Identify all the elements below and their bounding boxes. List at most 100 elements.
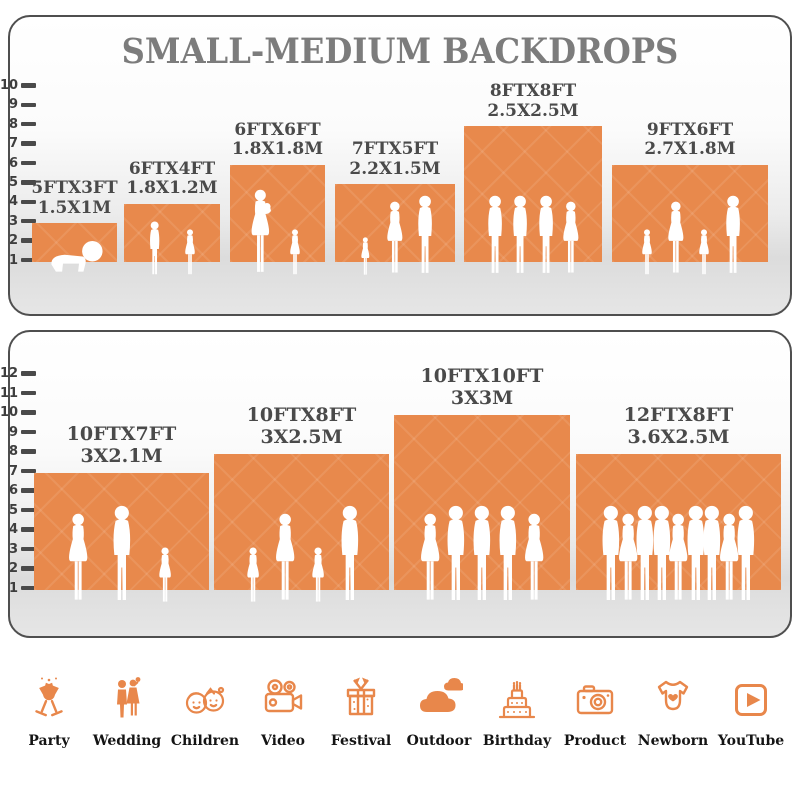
baby-crawl-silhouette: [39, 237, 110, 277]
category-label: Birthday: [482, 733, 552, 749]
man-silhouette: [408, 195, 442, 277]
backdrop-9ftx6ft: 9FTX6FT 2.7X1.8M: [612, 120, 768, 275]
tick-label: 7: [8, 463, 18, 479]
festival-icon: [337, 676, 385, 724]
size-ft-text: 10FTX7FT: [66, 423, 177, 446]
woman-silhouette: [710, 513, 748, 605]
tick-label: 1: [8, 252, 18, 268]
toddler-silhouette: [357, 237, 374, 277]
backdrop-size-label: 7FTX5FT 2.2X1.5M: [349, 140, 440, 179]
backdrop-size-label: 9FTX6FT 2.7X1.8M: [644, 120, 735, 160]
ruler-tick-6: 6: [0, 155, 36, 171]
backdrop-size-label: 6FTX6FT 1.8X1.8M: [232, 120, 323, 160]
girl-silhouette: [306, 547, 330, 605]
tick-label: 12: [0, 366, 19, 381]
tick-dash: [21, 121, 36, 127]
ruler-tick-9: 9: [0, 97, 36, 113]
party-icon: [25, 676, 73, 724]
tick-label: 2: [8, 561, 18, 576]
tick-dash: [21, 527, 36, 532]
tick-label: 8: [8, 444, 18, 459]
category-label: Newborn: [637, 733, 709, 749]
backdrop-size-label: 10FTX10FT 3X3M: [421, 365, 544, 410]
category-label: Video: [261, 733, 305, 749]
product-icon: [571, 676, 619, 724]
ruler-tick-1: 1: [0, 252, 36, 268]
video-icon: [259, 676, 307, 724]
backdrop-6ftx4ft: 6FTX4FT 1.8X1.2M: [124, 159, 220, 275]
tick-dash: [21, 390, 36, 396]
tick-label: 6: [8, 483, 18, 498]
tick-dash: [21, 566, 36, 571]
small-medium-panel: SMALL-MEDIUM BACKDROPS 1 2 3 4 5 6 7 8 9 10 5FTX3…: [0, 15, 792, 316]
size-m-text: 3X2.1M: [80, 445, 163, 468]
man-silhouette: [691, 505, 733, 605]
backdrop-size-label: 10FTX8FT 3X2.5M: [247, 404, 357, 449]
category-outdoor: Outdoor: [402, 662, 476, 749]
man-silhouette: [478, 195, 512, 277]
backdrop-10ftx10ft: 10FTX10FT 3X3M: [394, 365, 570, 600]
category-video: Video: [246, 662, 320, 749]
category-wedding: Wedding: [90, 662, 164, 749]
ruler-tick-2: 2: [0, 561, 36, 577]
silhouette-group: [230, 165, 325, 275]
backdrop-6ftx6ft: 6FTX6FT 1.8X1.8M: [230, 120, 325, 275]
tick-dash: [21, 410, 36, 415]
category-row: Party Wedding Children Video Festival Outdoor…: [12, 662, 788, 749]
category-birthday: Birthday: [480, 662, 554, 749]
tick-label: 10: [0, 405, 19, 420]
man-silhouette: [590, 505, 632, 605]
backdrop-8ftx8ft: 8FTX8FT 2.5X2.5M: [464, 82, 602, 273]
category-party: Party: [12, 662, 86, 749]
man-silhouette: [725, 505, 767, 605]
silhouette-group: [394, 415, 570, 600]
ruler-tick-8: 8: [0, 444, 36, 460]
tick-dash: [21, 507, 36, 513]
woman-silhouette: [515, 513, 553, 605]
tick-label: 4: [8, 522, 18, 537]
ruler-tick-11: 11: [0, 385, 36, 401]
tick-label: 6: [8, 155, 18, 171]
man-silhouette: [329, 505, 371, 605]
silhouette-group: [464, 126, 602, 273]
backdrop-10ftx7ft: 10FTX7FT 3X2.1M: [34, 423, 209, 602]
tick-dash: [21, 83, 36, 88]
silhouette-group: [612, 165, 768, 275]
man-silhouette: [503, 195, 537, 277]
tick-label: 8: [8, 116, 18, 132]
outdoor-icon: [415, 676, 463, 724]
tick-label: 7: [8, 136, 18, 152]
tick-label: 10: [0, 77, 19, 93]
ruler-tick-5: 5: [0, 502, 36, 518]
tick-dash: [21, 218, 36, 224]
ruler-tick-4: 4: [0, 194, 36, 210]
category-product: Product: [558, 662, 632, 749]
man-silhouette: [624, 505, 666, 605]
ruler-tick-10: 10: [0, 405, 36, 421]
girl-silhouette: [694, 229, 714, 277]
man-silhouette: [716, 195, 750, 277]
category-label: Festival: [330, 733, 392, 749]
woman-silhouette: [59, 513, 97, 605]
size-m-text: 2.2X1.5M: [349, 158, 441, 179]
size-m-text: 1.8X1.2M: [126, 178, 218, 199]
ruler-tick-12: 12: [0, 366, 36, 382]
ruler-tick-5: 5: [0, 174, 36, 190]
size-ft-text: 5FTX3FT: [31, 178, 118, 199]
woman-silhouette: [379, 201, 411, 277]
silhouette-group: [124, 204, 220, 275]
woman-silhouette: [411, 513, 449, 605]
girl-silhouette: [285, 229, 305, 277]
man-silhouette: [529, 195, 563, 277]
page-title: SMALL-MEDIUM BACKDROPS: [121, 31, 679, 72]
wedding-icon: [103, 676, 151, 724]
category-label: Wedding: [92, 733, 162, 749]
category-children: Children: [168, 662, 242, 749]
woman-silhouette: [660, 201, 692, 277]
size-m-text: 3X2.5M: [260, 425, 343, 448]
ruler-tick-7: 7: [0, 463, 36, 479]
tick-label: 3: [8, 541, 18, 557]
girl-silhouette: [180, 229, 200, 277]
backdrop-10ftx8ft: 10FTX8FT 3X2.5M: [214, 404, 389, 602]
tick-label: 1: [8, 580, 18, 596]
